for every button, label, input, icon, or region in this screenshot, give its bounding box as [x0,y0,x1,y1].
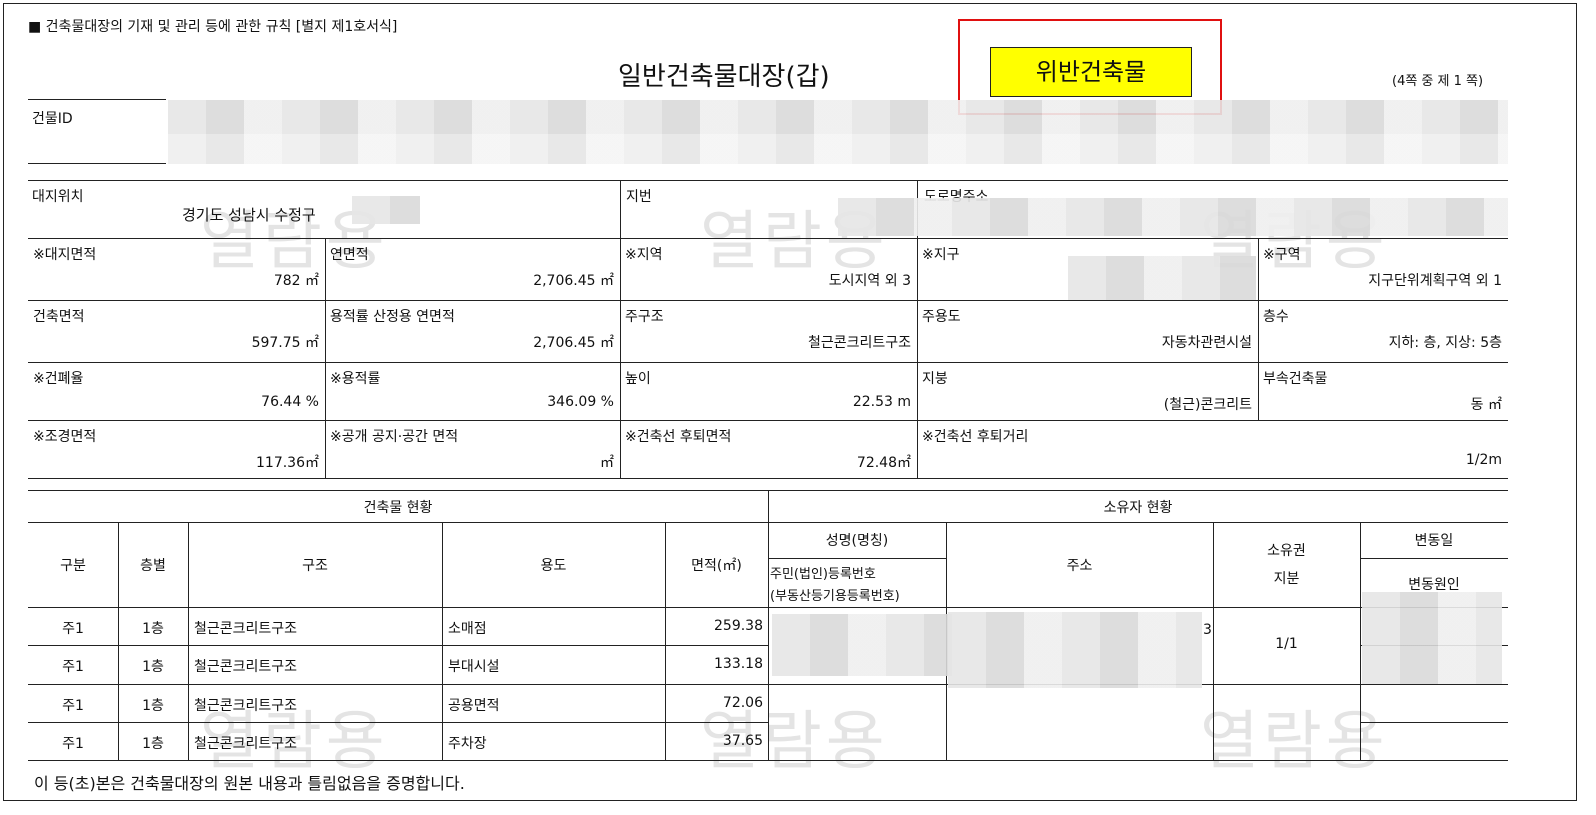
area-label: ※구역 [1263,247,1301,263]
main-use-label: 주용도 [922,309,961,325]
redacted-building-id [168,100,1508,134]
district-label: ※지구 [922,247,960,263]
use-cell: 주차장 [448,736,487,752]
coverage-value: 76.44 % [261,394,319,410]
floor-cell: 1층 [142,621,164,637]
building-area-value: 597.75 ㎡ [251,335,319,351]
floor-cell: 1층 [142,659,164,675]
total-floor-area-label: 연면적 [330,247,369,263]
watermark: 열람용 [1200,705,1389,779]
name-header: 성명(명칭) [825,533,889,549]
floor-cell: 1층 [142,698,164,714]
site-location-value: 경기도 성남시 수정구 [182,206,316,224]
roof-label: 지붕 [922,371,948,387]
main-structure-value: 철근콘크리트구조 [807,335,911,351]
zone-label: ※지역 [625,247,663,263]
coverage-label: ※건폐율 [33,371,84,387]
redacted-road-address [838,198,1508,236]
document-frame [3,3,1577,801]
redacted-owner-name [772,614,952,676]
page-info: (4쪽 중 제 1 쪽) [1392,74,1484,89]
redacted-building-id [168,134,1508,164]
address-tail: 3 [1203,622,1212,638]
redacted-address [352,196,420,224]
site-area-label: ※대지면적 [33,247,97,263]
far-value: 346.09 % [547,394,614,410]
landscape-value: 117.36㎡ [256,455,319,471]
area-cell: 259.38 [714,618,763,634]
building-status-title: 건축물 현황 [363,500,433,516]
main-use-value: 자동차관련시설 [1161,335,1252,351]
area-cell: 72.06 [722,695,763,711]
change-reason-header: 변동원인 [1408,577,1460,593]
area-cell: 37.65 [722,733,763,749]
floors-value: 지하: 층, 지상: 5층 [1388,335,1502,351]
building-id-label: 건물ID [32,111,73,127]
height-label: 높이 [625,371,651,387]
type-cell: 주1 [62,621,84,637]
col-header: 면적(㎡) [691,558,742,574]
area-value: 지구단위계획구역 외 1 [1368,273,1502,289]
type-cell: 주1 [62,659,84,675]
redacted-district [1068,256,1256,300]
setback-area-label: ※건축선 후퇴면적 [625,429,732,445]
annex-value: 동 ㎡ [1470,397,1502,413]
setback-dist-label: ※건축선 후퇴거리 [922,429,1029,445]
owner-status-title: 소유자 현황 [1103,500,1173,516]
annex-label: 부속건축물 [1263,371,1328,387]
structure-cell: 철근콘크리트구조 [194,659,298,675]
watermark: 열람용 [200,705,389,779]
floor-cell: 1층 [142,736,164,752]
total-floor-area-value: 2,706.45 ㎡ [533,273,614,289]
main-structure-label: 주구조 [625,309,664,325]
lot-number-label: 지번 [626,189,652,205]
height-value: 22.53 m [852,394,911,410]
structure-cell: 철근콘크리트구조 [194,621,298,637]
rule-text: ■ 건축물대장의 기재 및 관리 등에 관한 규칙 [별지 제1호서식] [28,19,398,35]
reg-header: (부동산등기용등록번호) [770,589,900,604]
zone-value: 도시지역 외 3 [828,273,911,289]
certification-text: 이 등(초)본은 건축물대장의 원본 내용과 틀림없음을 증명합니다. [34,774,465,793]
redacted-change-info [1362,592,1502,684]
col-header: 층별 [140,558,166,574]
share-value: 1/1 [1275,636,1298,652]
structure-cell: 철근콘크리트구조 [194,698,298,714]
building-area-label: 건축면적 [33,309,85,325]
type-cell: 주1 [62,698,84,714]
roof-value: (철근)콘크리트 [1163,397,1252,413]
reg-header: 주민(법인)등록번호 [770,567,876,582]
site-location-label: 대지위치 [32,189,84,205]
setback-area-value: 72.48㎡ [856,455,911,471]
structure-cell: 철근콘크리트구조 [194,736,298,752]
open-space-label: ※공개 공지·공간 면적 [330,429,459,445]
address-header: 주소 [1066,558,1093,574]
area-cell: 133.18 [714,656,763,672]
type-cell: 주1 [62,736,84,752]
violation-badge: 위반건축물 [990,47,1192,97]
redacted-owner-address [948,612,1202,688]
col-header: 용도 [540,558,567,574]
far-floor-area-value: 2,706.45 ㎡ [533,335,614,351]
page-title: 일반건축물대장(갑) [618,62,830,92]
open-space-value: ㎡ [600,455,614,471]
change-date-header: 변동일 [1414,533,1454,549]
far-floor-area-label: 용적률 산정용 연면적 [330,309,455,325]
site-area-value: 782 ㎡ [273,273,319,289]
use-cell: 부대시설 [448,659,500,675]
far-label: ※용적률 [330,371,381,387]
use-cell: 공용면적 [448,698,500,714]
watermark: 열람용 [700,705,889,779]
landscape-label: ※조경면적 [33,429,97,445]
use-cell: 소매점 [448,621,487,637]
setback-dist-value: 1/2m [1465,452,1502,468]
floors-label: 층수 [1263,309,1289,325]
col-header: 구조 [302,558,328,574]
share-header: 지분 [1273,571,1300,587]
col-header: 구분 [60,558,86,574]
share-header: 소유권 [1267,543,1306,559]
